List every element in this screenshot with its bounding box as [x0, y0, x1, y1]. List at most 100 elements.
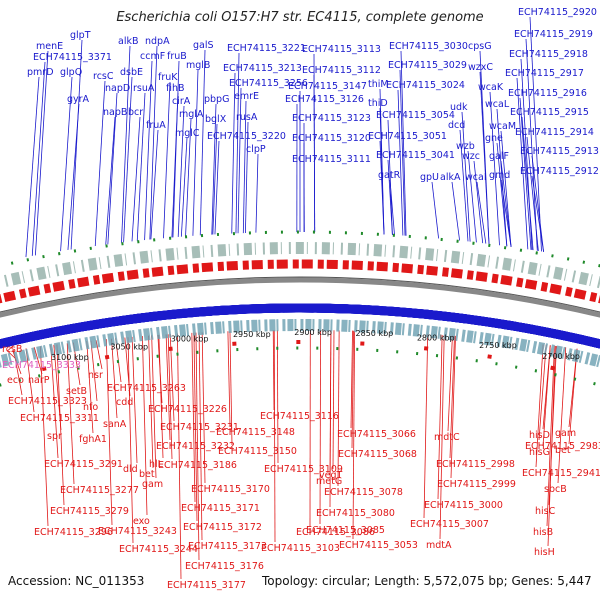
forward-leader-line — [177, 105, 185, 237]
forward-gene-label: ECH74115_3126 — [285, 94, 364, 105]
forward-red-markers — [0, 340, 600, 382]
forward-leader-line — [451, 181, 460, 241]
reverse-leader-line — [548, 346, 557, 506]
forward-gene-label: ECH74115_3029 — [388, 60, 467, 71]
reverse-leader-line — [450, 335, 456, 479]
reverse-gene-label: ECH74115_3170 — [191, 484, 270, 495]
reverse-leader-line — [53, 344, 62, 431]
forward-leader-line — [313, 53, 316, 233]
forward-leader-line — [199, 49, 206, 236]
forward-gene-label: ECH74115_3111 — [292, 154, 371, 165]
forward-gene-label: ECH74115_3221 — [227, 43, 306, 54]
reverse-leader-line — [191, 332, 196, 503]
reverse-gene-label: ECH74115_3116 — [260, 411, 339, 422]
reverse-gene-label: ECH74115_3333 — [2, 360, 81, 371]
reverse-leader-line — [319, 330, 322, 525]
backbone-edge — [0, 276, 600, 313]
forward-gene-label: ECH74115_3054 — [376, 110, 455, 121]
reverse-gene-label: sbcB — [544, 484, 567, 495]
forward-gene-label: napD — [105, 83, 130, 94]
reverse-gene-label: spr — [47, 431, 62, 442]
forward-gene-track — [0, 303, 600, 349]
forward-leader-line — [461, 111, 471, 242]
reverse-leader-line — [352, 330, 355, 540]
reverse-leader-line — [276, 330, 279, 464]
forward-leader-line — [500, 130, 512, 247]
forward-leader-line — [121, 45, 131, 243]
reverse-color-track — [0, 242, 600, 289]
reverse-gene-label: ECH74115_3007 — [410, 519, 489, 530]
forward-leader-line — [144, 60, 153, 241]
forward-leader-line — [214, 140, 220, 235]
reverse-leader-line — [201, 332, 206, 484]
reverse-gene-label: bet — [139, 469, 155, 480]
reverse-gene-label: cdd — [116, 397, 133, 408]
tick-label: 2750 kbp — [479, 341, 517, 350]
forward-gene-label: ECH74115_3051 — [368, 131, 447, 142]
topology-text: Topology: circular; Length: 5,572,075 bp… — [262, 574, 592, 588]
reverse-gene-label: fghA1 — [79, 434, 107, 445]
reverse-gene-label: rcsB — [2, 344, 22, 355]
reverse-leader-line — [7, 350, 17, 360]
forward-gene-label: ECH74115_3371 — [33, 52, 112, 63]
forward-gene-label: mglC — [175, 128, 200, 139]
map-title: Escherichia coli O157:H7 str. EC4115, co… — [116, 10, 484, 25]
reverse-leader-line — [557, 347, 567, 484]
reverse-gene-label: ECH74115_3066 — [337, 429, 416, 440]
forward-gene-label: wcaK — [478, 82, 504, 93]
reverse-leader-line — [447, 335, 453, 432]
reverse-leader-line — [198, 332, 203, 541]
forward-gene-label: ECH74115_2914 — [515, 127, 594, 138]
forward-gene-label: rusA — [236, 112, 258, 123]
reverse-leader-line — [273, 330, 276, 543]
reverse-leader-line — [535, 344, 544, 468]
forward-gene-label: alkA — [440, 172, 461, 183]
forward-gene-label: emrE — [234, 91, 259, 102]
forward-gene-label: fruK — [158, 72, 178, 83]
backbone-ring — [0, 277, 600, 318]
forward-leader-line — [467, 150, 477, 243]
reverse-leader-line — [50, 345, 59, 459]
forward-leader-line — [431, 181, 439, 239]
forward-gene-label: ECH74115_2915 — [510, 107, 589, 118]
reverse-gene-label: gam — [142, 479, 163, 490]
forward-gene-label: wcaM — [489, 121, 516, 132]
forward-gene-label: glpT — [70, 30, 91, 41]
forward-gene-label: gmd — [489, 170, 510, 181]
reverse-gene-label: ECH74115_3232 — [156, 441, 235, 452]
forward-leader-line — [379, 88, 385, 235]
reverse-gene-label: ECH74115_3085 — [306, 525, 385, 536]
forward-gene-label: alkB — [118, 36, 138, 47]
forward-leader-line — [163, 81, 171, 239]
forward-gene-label: ECH74115_3113 — [302, 44, 381, 55]
forward-leader-line — [531, 155, 544, 252]
reverse-leader-line — [546, 345, 555, 527]
reverse-leader-line — [195, 332, 200, 561]
forward-leader-line — [25, 76, 40, 258]
forward-gene-label: fihB — [166, 83, 185, 94]
forward-gene-label: fruA — [146, 120, 166, 131]
reverse-gene-label: ECH74115_3176 — [185, 561, 264, 572]
reverse-gene-label: exo — [133, 516, 150, 527]
forward-gene-label: galS — [193, 40, 214, 51]
forward-gene-label: galF — [489, 151, 509, 162]
forward-gene-label: ndpA — [145, 36, 170, 47]
reverse-gene-label: ECH74115_3244 — [119, 544, 198, 555]
forward-leader-line — [473, 160, 484, 244]
reverse-gene-label: ECH74115_3296 — [34, 527, 113, 538]
reverse-leader-line — [449, 335, 455, 459]
forward-leader-line — [231, 72, 236, 234]
forward-leader-line — [496, 108, 508, 247]
forward-gene-label: ECH74115_2913 — [520, 146, 599, 157]
reverse-gene-label: ECH74115_3078 — [324, 487, 403, 498]
forward-gene-label: wzc — [462, 151, 480, 162]
reverse-gene-label: ECH74115_3109 — [264, 464, 343, 475]
forward-leader-line — [149, 45, 158, 240]
reverse-gene-label: ECH74115_3000 — [424, 500, 503, 511]
forward-gene-label: glpQ — [60, 67, 82, 78]
reverse-leader-line — [337, 330, 340, 487]
reverse-leader-line — [131, 336, 138, 464]
reverse-leader-line — [229, 331, 233, 446]
forward-leader-line — [519, 97, 532, 250]
